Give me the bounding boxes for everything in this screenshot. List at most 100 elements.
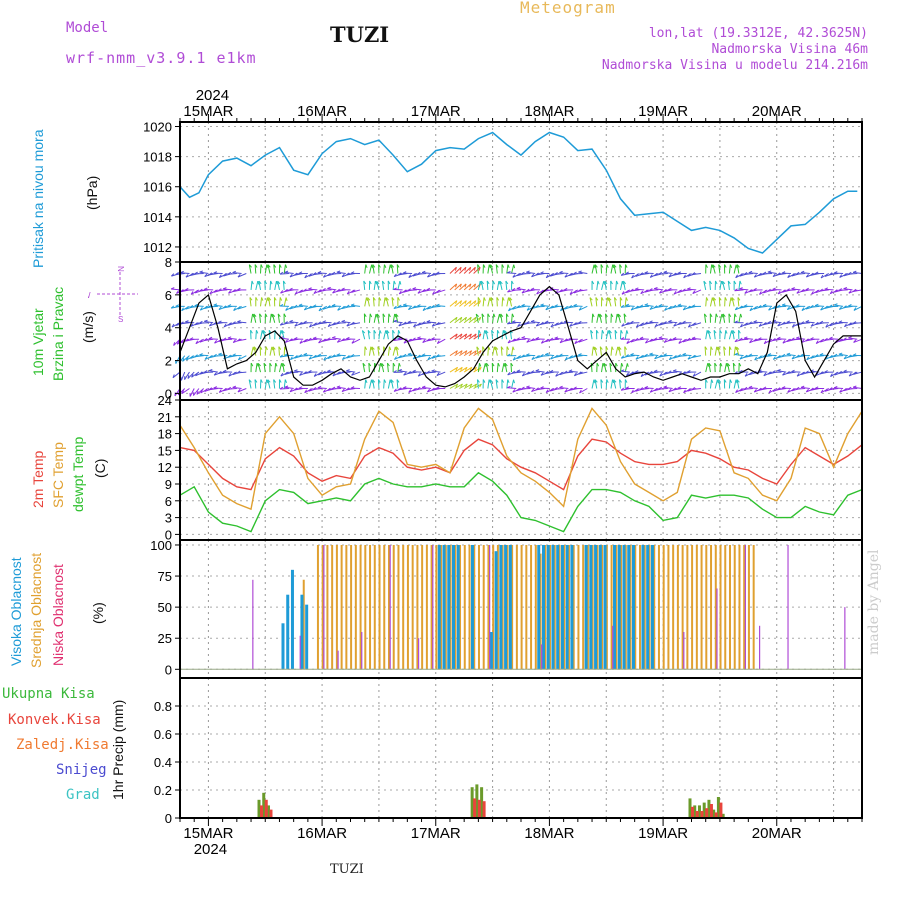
precip-total-bar: [721, 813, 725, 818]
wind-arrow: [639, 273, 649, 276]
wind-arrow: [283, 264, 286, 274]
wind-arrow: [554, 388, 564, 390]
wind-arrow-head: [460, 367, 463, 371]
wind-arrow-head: [605, 346, 609, 350]
wind-arrow-head: [732, 362, 736, 367]
wind-arrow-head: [294, 355, 298, 359]
wind-arrow-head: [213, 386, 218, 389]
wind-arrow: [237, 305, 247, 310]
precip-total-bar: [716, 797, 720, 818]
wind-arrow: [503, 330, 508, 340]
wind-arrow-head: [620, 337, 625, 340]
wind-arrow-head: [491, 329, 495, 334]
wind-arrow-head: [417, 290, 421, 294]
wind-arrow: [596, 280, 599, 290]
wind-arrow: [289, 371, 299, 374]
wind-arrow: [507, 272, 517, 274]
wind-arrow-head: [649, 274, 653, 278]
wind-arrow-head: [478, 330, 481, 334]
wind-arrow-head: [277, 313, 281, 317]
wind-arrow-head: [204, 319, 208, 322]
wind-arrow-head: [350, 303, 355, 306]
wind-arrow-head: [521, 290, 525, 294]
wind-arrow: [170, 288, 181, 291]
wind-arrow-head: [382, 313, 386, 318]
wind-arrow-head: [654, 387, 658, 392]
wind-arrow-head: [630, 288, 634, 292]
wind-arrow-head: [504, 362, 508, 367]
wind-arrow-head: [199, 353, 203, 356]
wind-arrow: [463, 316, 472, 324]
wind-arrow: [639, 388, 649, 391]
wind-arrow: [459, 316, 467, 324]
precip-total-bar: [707, 799, 711, 818]
wind-arrow-head: [734, 346, 738, 351]
wind-arrow: [564, 371, 574, 374]
wind-arrow: [723, 346, 726, 356]
wind-arrow-head: [603, 363, 607, 367]
wind-arrow: [298, 304, 308, 307]
wind-arrow-head: [237, 388, 241, 393]
wind-arrow-head: [350, 289, 355, 293]
wind-arrow: [489, 379, 494, 389]
wind-arrow: [350, 304, 361, 307]
wind-arrow: [378, 330, 381, 340]
wind-arrow-head: [431, 369, 435, 372]
wind-arrow-head: [598, 313, 601, 318]
wind-arrow: [396, 379, 399, 389]
wind-arrow-head: [389, 264, 392, 269]
wind-arrow-head: [838, 288, 843, 291]
wind-arrow: [848, 337, 858, 340]
wind-arrow-head: [645, 339, 648, 344]
wind-arrow-head: [599, 313, 603, 317]
wind-arrow: [615, 313, 618, 323]
wind-arrow-head: [777, 290, 781, 295]
wind-arrow-head: [218, 306, 222, 310]
wind-arrow-head: [573, 289, 577, 294]
wind-arrow-head: [507, 339, 511, 344]
wind-arrow: [218, 289, 228, 292]
wind-arrow-head: [517, 323, 521, 327]
wind-arrow: [264, 264, 268, 274]
wind-arrow-head: [568, 305, 573, 308]
wind-arrow-head: [393, 273, 397, 277]
wind-arrow-head: [786, 320, 791, 323]
wind-arrow-head: [407, 320, 412, 323]
wind-arrow: [596, 313, 599, 323]
wind-arrow-head: [634, 337, 639, 341]
wind-arrow: [590, 330, 593, 340]
wind-arrow-head: [713, 329, 717, 334]
wind-arrow: [253, 346, 257, 356]
wind-arrow-head: [237, 356, 241, 361]
wind-arrow-head: [569, 323, 573, 327]
wind-arrow-head: [398, 387, 402, 391]
compass-s-label: S: [118, 315, 123, 324]
wind-arrow-head: [810, 304, 814, 308]
wind-arrow-head: [811, 291, 814, 295]
cloud-low-bar: [716, 588, 718, 670]
wind-arrow: [594, 379, 598, 389]
wind-arrow-head: [396, 346, 399, 350]
wind-arrow: [368, 264, 373, 274]
wind-arrow: [673, 370, 683, 373]
wind-arrow-head: [658, 271, 663, 275]
precip-conv-bar: [269, 809, 273, 818]
wind-arrow-head: [507, 270, 511, 274]
wind-arrow: [431, 305, 441, 308]
wind-arrow: [495, 379, 498, 389]
wind-arrow: [387, 379, 391, 389]
precip-conv-bar: [695, 811, 699, 818]
wind-arrow-head: [705, 264, 708, 268]
precip-total-bar: [257, 799, 261, 818]
wind-arrow: [500, 346, 503, 356]
wind-arrow-head: [268, 297, 272, 301]
wind-arrow-head: [704, 313, 707, 317]
wind-arrow: [332, 355, 342, 358]
wind-arrow: [722, 313, 726, 323]
wind-arrow: [189, 388, 195, 397]
wind-arrow-head: [607, 330, 610, 334]
wind-arrow-head: [711, 264, 714, 269]
wind-arrow-head: [251, 280, 254, 285]
cloud-low-bar: [759, 625, 761, 670]
wind-arrow-head: [379, 330, 382, 334]
